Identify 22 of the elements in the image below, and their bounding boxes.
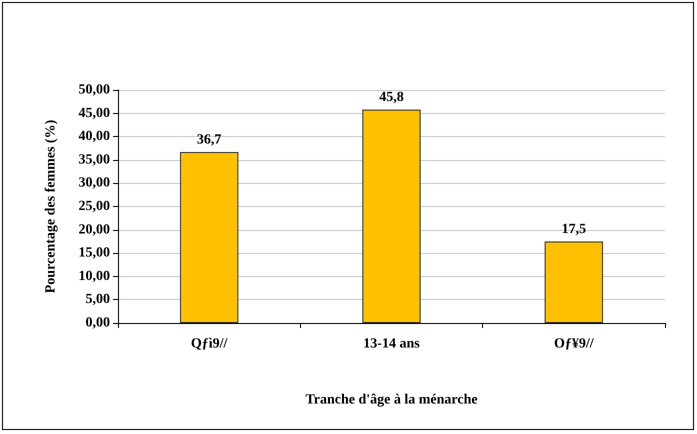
x-tick-label: 13-14 ans <box>363 336 420 352</box>
y-tick-label: 40,00 <box>78 129 110 144</box>
data-label: 45,8 <box>379 90 404 106</box>
y-tick-label: 25,00 <box>78 199 110 214</box>
bar <box>180 152 238 323</box>
y-tick-label: 45,00 <box>78 106 110 121</box>
data-label: 17,5 <box>562 222 586 237</box>
y-axis-title: Pourcentage des femmes (%) <box>44 119 58 294</box>
y-tick-label: 20,00 <box>78 222 110 238</box>
x-tick-label: Oƒ¥9// <box>554 336 595 352</box>
x-axis-title: Tranche d'âge à la ménarche <box>305 392 478 408</box>
y-tick-label: 15,00 <box>78 246 110 261</box>
y-tick-label: 30,00 <box>78 176 110 191</box>
y-tick-label: 5,00 <box>86 292 110 308</box>
y-tick-label: 0,00 <box>86 316 110 330</box>
y-tick-label: 35,00 <box>78 152 110 168</box>
y-tick-label: 10,00 <box>78 268 110 284</box>
bar <box>544 241 604 323</box>
y-tick-label: 50,00 <box>78 82 110 98</box>
bar <box>362 110 421 323</box>
data-label: 36,7 <box>196 132 222 148</box>
x-tick-label: Qƒì9// <box>190 336 229 352</box>
